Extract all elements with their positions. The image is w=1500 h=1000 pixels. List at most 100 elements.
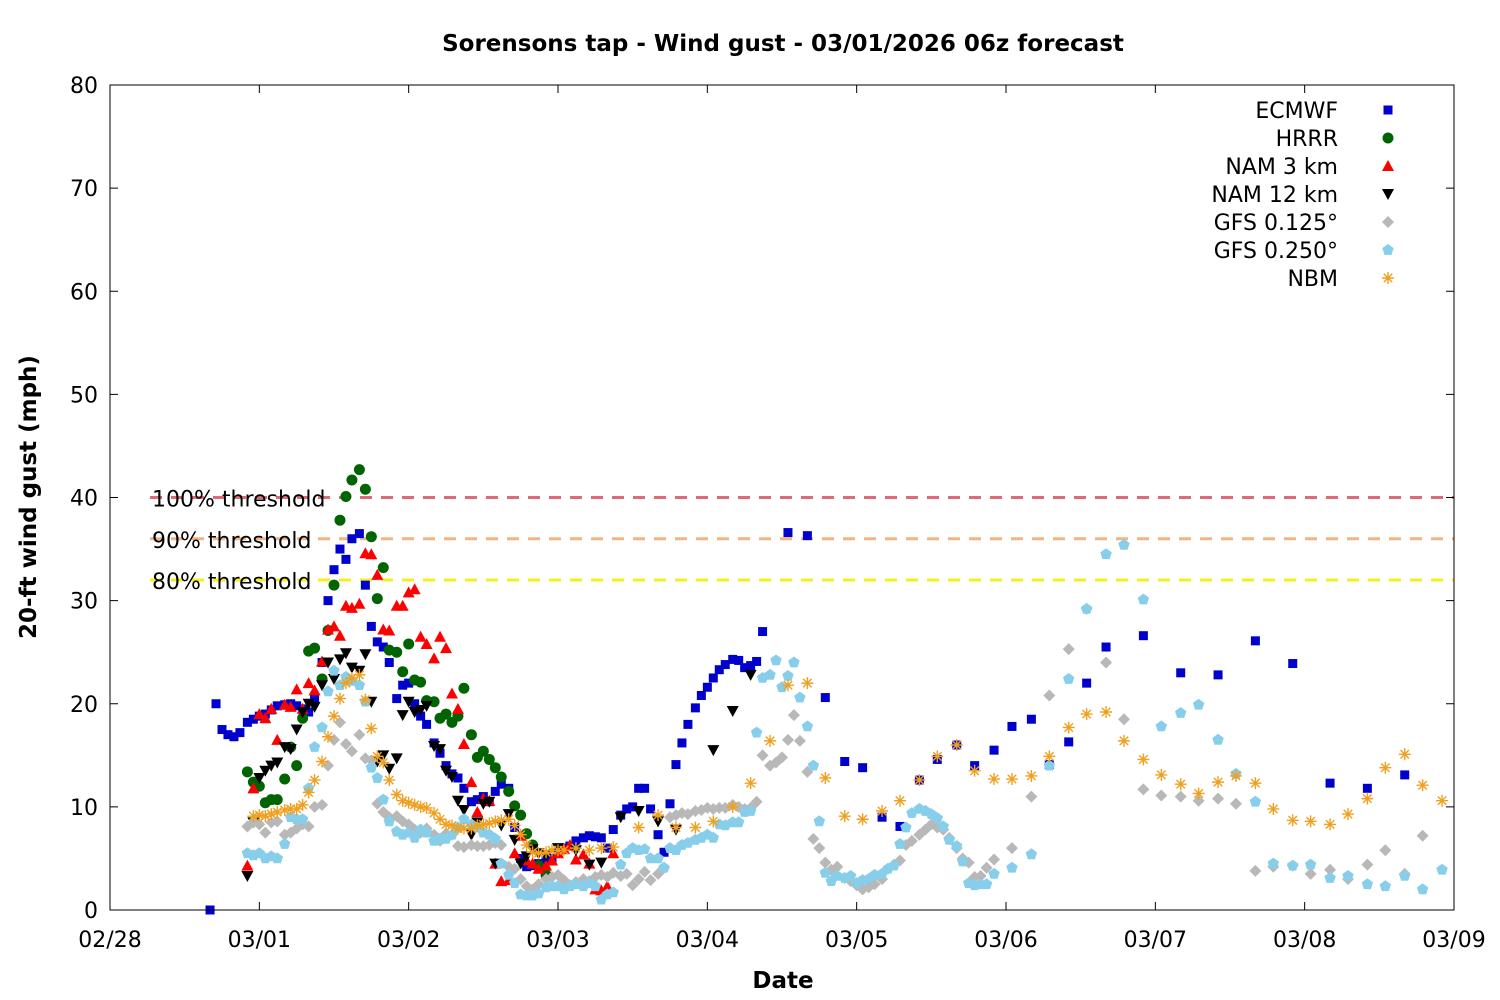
point-gfs-0-125: [905, 834, 918, 847]
point-ecmwf: [634, 783, 644, 793]
point-gfs-0-250: [776, 681, 788, 693]
point-hrrr: [346, 474, 358, 486]
point-ecmwf: [714, 665, 724, 675]
point-nam-3-km: [253, 708, 266, 720]
point-nam-12-km: [744, 669, 757, 681]
point-ecmwf: [453, 773, 463, 783]
point-gfs-0-250: [308, 741, 321, 752]
point-hrrr: [458, 682, 470, 694]
point-ecmwf: [628, 802, 638, 812]
point-ecmwf: [734, 655, 744, 665]
point-nbm: [652, 809, 665, 822]
point-nam-12-km: [259, 765, 272, 777]
legend-label-gfs-0-125: GFS 0.125°: [1214, 211, 1338, 236]
point-gfs-0-125: [1416, 829, 1429, 842]
point-nam-12-km: [359, 649, 372, 661]
point-nam-12-km: [390, 753, 403, 765]
point-gfs-0-250: [943, 833, 955, 845]
legend-marker-nbm: [1382, 272, 1394, 284]
point-gfs-0-125: [620, 867, 633, 880]
legend-marker-hrrr: [1382, 132, 1394, 144]
point-nbm: [838, 810, 851, 823]
point-gfs-0-250: [1192, 698, 1205, 710]
point-nbm: [1436, 794, 1449, 807]
point-nam-12-km: [265, 760, 278, 772]
point-ecmwf: [690, 703, 700, 713]
point-nam-12-km: [595, 857, 608, 869]
point-gfs-0-125: [345, 745, 358, 758]
point-gfs-0-250: [279, 838, 291, 849]
point-nbm: [390, 788, 403, 801]
point-nbm: [434, 813, 447, 826]
point-hrrr: [291, 760, 303, 772]
point-gfs-0-250: [495, 857, 507, 869]
legend-marker-gfs-0-125: [1382, 216, 1394, 228]
point-nbm: [489, 815, 502, 828]
point-gfs-0-250: [1118, 538, 1130, 550]
point-gfs-0-250: [782, 669, 794, 681]
point-ecmwf: [223, 730, 233, 740]
point-nam-3-km: [396, 599, 409, 611]
point-nam-3-km: [451, 702, 464, 714]
point-hrrr: [297, 712, 309, 724]
point-hrrr: [477, 745, 489, 757]
point-ecmwf: [211, 699, 221, 709]
point-nbm: [514, 828, 527, 841]
point-nbm: [1361, 792, 1374, 805]
point-ecmwf: [720, 660, 730, 670]
y-tick-label: 30: [70, 590, 98, 615]
point-gfs-0-250: [733, 816, 745, 828]
point-hrrr: [334, 514, 346, 526]
point-nam-3-km: [345, 601, 358, 613]
point-gfs-0-125: [1324, 863, 1337, 876]
point-ecmwf: [398, 680, 408, 690]
point-nbm: [856, 813, 869, 826]
point-nbm: [1100, 706, 1113, 718]
point-nam-3-km: [569, 853, 582, 865]
legend: ECMWF HRRR NAM 3 km NAM 12 km GFS 0.125° GFS …: [1211, 99, 1394, 292]
y-axis-label: 20-ft wind gust (mph): [16, 355, 42, 639]
point-gfs-0-250: [1137, 593, 1150, 605]
point-nbm: [328, 710, 340, 723]
point-gfs-0-125: [253, 818, 266, 831]
y-tick-label: 40: [70, 487, 98, 512]
y-tick-label: 50: [70, 383, 98, 408]
threshold-label-40: 100% threshold: [152, 488, 326, 513]
point-gfs-0-250: [764, 668, 776, 680]
point-nam-12-km: [707, 745, 720, 757]
point-nbm: [781, 679, 794, 692]
point-nam-12-km: [457, 804, 470, 816]
point-nam-12-km: [402, 696, 415, 708]
series-gfs-0-250: [241, 538, 1448, 905]
point-nam-3-km: [428, 652, 441, 664]
point-gfs-0-250: [951, 840, 963, 851]
point-gfs-0-125: [988, 853, 1001, 866]
point-nam-12-km: [414, 704, 427, 716]
point-ecmwf: [696, 691, 706, 700]
point-gfs-0-125: [1117, 713, 1130, 726]
point-ecmwf: [1288, 659, 1298, 669]
point-gfs-0-125: [632, 873, 645, 886]
point-gfs-0-250: [1025, 848, 1038, 860]
point-nbm: [359, 693, 372, 706]
point-ecmwf: [335, 544, 345, 554]
point-hrrr: [440, 708, 452, 720]
chart-title: Sorensons tap - Wind gust - 03/01/2026 0…: [442, 31, 1124, 57]
point-ecmwf: [229, 732, 239, 742]
point-nam-3-km: [532, 862, 545, 874]
point-ecmwf: [378, 642, 388, 652]
point-nbm: [1286, 814, 1299, 827]
point-gfs-0-250: [615, 858, 627, 870]
point-gfs-0-125: [1229, 797, 1242, 810]
point-nam-12-km: [253, 773, 266, 784]
point-nbm: [1080, 708, 1093, 721]
threshold-label-32: 80% threshold: [152, 570, 312, 595]
point-nam-3-km: [383, 624, 396, 636]
point-nbm: [764, 734, 777, 747]
point-gfs-0-250: [1416, 883, 1429, 895]
point-gfs-0-250: [408, 831, 421, 843]
point-ecmwf: [404, 678, 414, 688]
legend-label-nam-3-km: NAM 3 km: [1225, 155, 1338, 180]
